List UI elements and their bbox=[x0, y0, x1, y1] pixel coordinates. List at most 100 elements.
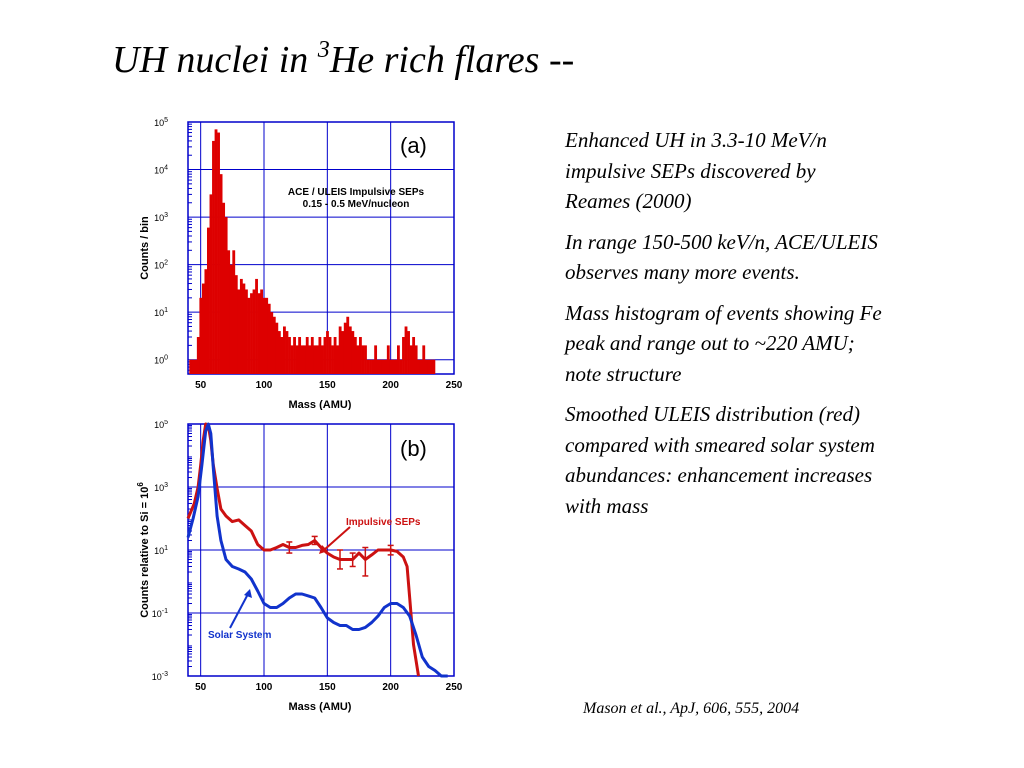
histogram-bar bbox=[315, 345, 319, 374]
histogram-bar bbox=[404, 326, 408, 374]
x-tick-label: 100 bbox=[256, 682, 273, 693]
note-paragraph: Enhanced UH in 3.3-10 MeV/n impulsive SE… bbox=[565, 128, 827, 213]
histogram-bar bbox=[234, 275, 238, 374]
histogram-bar bbox=[247, 297, 251, 374]
histogram-bar bbox=[394, 359, 398, 374]
histogram-bar bbox=[419, 359, 423, 374]
y-tick-label: 102 bbox=[154, 260, 168, 271]
histogram-bar bbox=[300, 345, 304, 374]
histogram-bar bbox=[328, 337, 332, 374]
histogram-bar bbox=[386, 345, 390, 374]
histogram-bar bbox=[402, 337, 405, 374]
histogram-bar bbox=[285, 331, 289, 374]
histogram-bar bbox=[277, 331, 281, 374]
citation: Mason et al., ApJ, 606, 555, 2004 bbox=[583, 700, 800, 717]
series-line bbox=[186, 422, 448, 678]
panel-label: (a) bbox=[400, 133, 427, 158]
y-tick-label: 101 bbox=[154, 545, 168, 556]
distribution-chart: 10-3 10-1 101 103 105 50 100 150 200 250 (b) Imp… bbox=[136, 420, 463, 713]
histogram-bar bbox=[331, 345, 334, 374]
histogram-bar bbox=[348, 326, 352, 374]
histogram-bar bbox=[194, 359, 198, 374]
grid-lines bbox=[188, 423, 454, 677]
y-tick-label: 105 bbox=[154, 117, 168, 128]
histogram-bar bbox=[260, 289, 264, 374]
histogram-bar bbox=[196, 337, 200, 374]
arrow-solar-system bbox=[229, 593, 249, 629]
histogram-bar bbox=[303, 345, 307, 374]
series-lines bbox=[186, 422, 448, 678]
histogram-bar bbox=[318, 337, 322, 374]
slide-title: UH nuclei in 3He rich flares -- bbox=[112, 38, 574, 82]
histogram-bar bbox=[343, 322, 347, 374]
histogram-bar bbox=[369, 359, 372, 374]
histogram-bar bbox=[275, 322, 279, 374]
x-tick-label: 200 bbox=[382, 682, 399, 693]
histogram-bar bbox=[267, 303, 271, 374]
y-tick-label: 103 bbox=[154, 212, 168, 223]
histogram-bar bbox=[422, 345, 426, 374]
histogram-bar bbox=[214, 129, 218, 374]
histogram-bar bbox=[201, 283, 205, 374]
histogram-bar bbox=[424, 359, 428, 374]
histogram-bar bbox=[224, 217, 228, 374]
title-main: UH nuclei in bbox=[112, 39, 318, 81]
histogram-bar bbox=[227, 250, 231, 374]
note-paragraph: Smoothed ULEIS distribution (red) compar… bbox=[565, 402, 875, 518]
x-tick-label: 200 bbox=[382, 380, 399, 391]
histogram-bar bbox=[432, 359, 436, 374]
x-tick-label: 100 bbox=[256, 380, 273, 391]
arrow-impulsive-seps bbox=[323, 526, 351, 551]
histogram-bar bbox=[270, 312, 274, 374]
histogram-bar bbox=[209, 194, 213, 374]
histogram-bar bbox=[364, 345, 367, 374]
y-axis-label: Counts / bin bbox=[139, 216, 151, 280]
histogram-bar bbox=[361, 345, 365, 374]
title-superscript: 3 bbox=[317, 37, 330, 63]
histogram-bar bbox=[407, 331, 410, 374]
y-tick-label: 10-3 bbox=[152, 671, 168, 682]
histogram-bar bbox=[262, 297, 266, 374]
arrowhead-solar-system bbox=[244, 589, 252, 598]
histogram-bar bbox=[265, 297, 269, 374]
note-paragraph: In range 150-500 keV/n, ACE/ULEIS observ… bbox=[565, 229, 878, 285]
histogram-bar bbox=[199, 297, 203, 374]
histogram-bar bbox=[308, 345, 312, 374]
histogram-bars bbox=[189, 129, 436, 374]
histogram-bar bbox=[219, 174, 223, 374]
histogram-bar bbox=[414, 345, 418, 374]
notes-text: Enhanced UH in 3.3-10 MeV/n impulsive SE… bbox=[565, 125, 885, 531]
arrowhead-impulsive-seps bbox=[319, 545, 328, 554]
histogram-bar bbox=[384, 359, 388, 374]
histogram-bar bbox=[389, 359, 393, 374]
histogram-bar bbox=[351, 331, 355, 374]
histogram-bar bbox=[229, 264, 233, 374]
chart-annotation-line2: 0.15 - 0.5 MeV/nucleon bbox=[303, 199, 410, 210]
chart-annotation-line1: ACE / ULEIS Impulsive SEPs bbox=[288, 187, 425, 198]
panel-label: (b) bbox=[400, 436, 427, 461]
histogram-bar bbox=[391, 359, 395, 374]
annotation-solar-system: Solar System bbox=[208, 630, 271, 641]
histogram-bar bbox=[417, 359, 421, 374]
y-tick-label: 103 bbox=[154, 482, 168, 493]
y-tick-label: 105 bbox=[154, 420, 168, 430]
histogram-bar bbox=[323, 337, 327, 374]
histogram-bar bbox=[207, 227, 210, 374]
histogram-bar bbox=[336, 345, 340, 374]
error-bars bbox=[286, 535, 394, 577]
histogram-bar bbox=[371, 359, 375, 374]
histogram-bar bbox=[412, 337, 416, 374]
histogram-bar bbox=[409, 345, 413, 374]
histogram-chart: 100 101 102 103 104 105 50 100 150 200 250 (a) AC… bbox=[139, 117, 463, 410]
x-tick-label: 250 bbox=[446, 380, 463, 391]
x-tick-label: 50 bbox=[195, 380, 207, 391]
histogram-bar bbox=[333, 337, 337, 374]
x-axis-label: Mass (AMU) bbox=[289, 399, 352, 410]
histogram-bar bbox=[212, 140, 215, 374]
histogram-bar bbox=[399, 359, 403, 374]
histogram-bar bbox=[338, 326, 342, 374]
histogram-bar bbox=[250, 293, 253, 374]
histogram-bar bbox=[359, 337, 362, 374]
histogram-bar bbox=[189, 359, 193, 374]
histogram-bar bbox=[204, 269, 208, 374]
